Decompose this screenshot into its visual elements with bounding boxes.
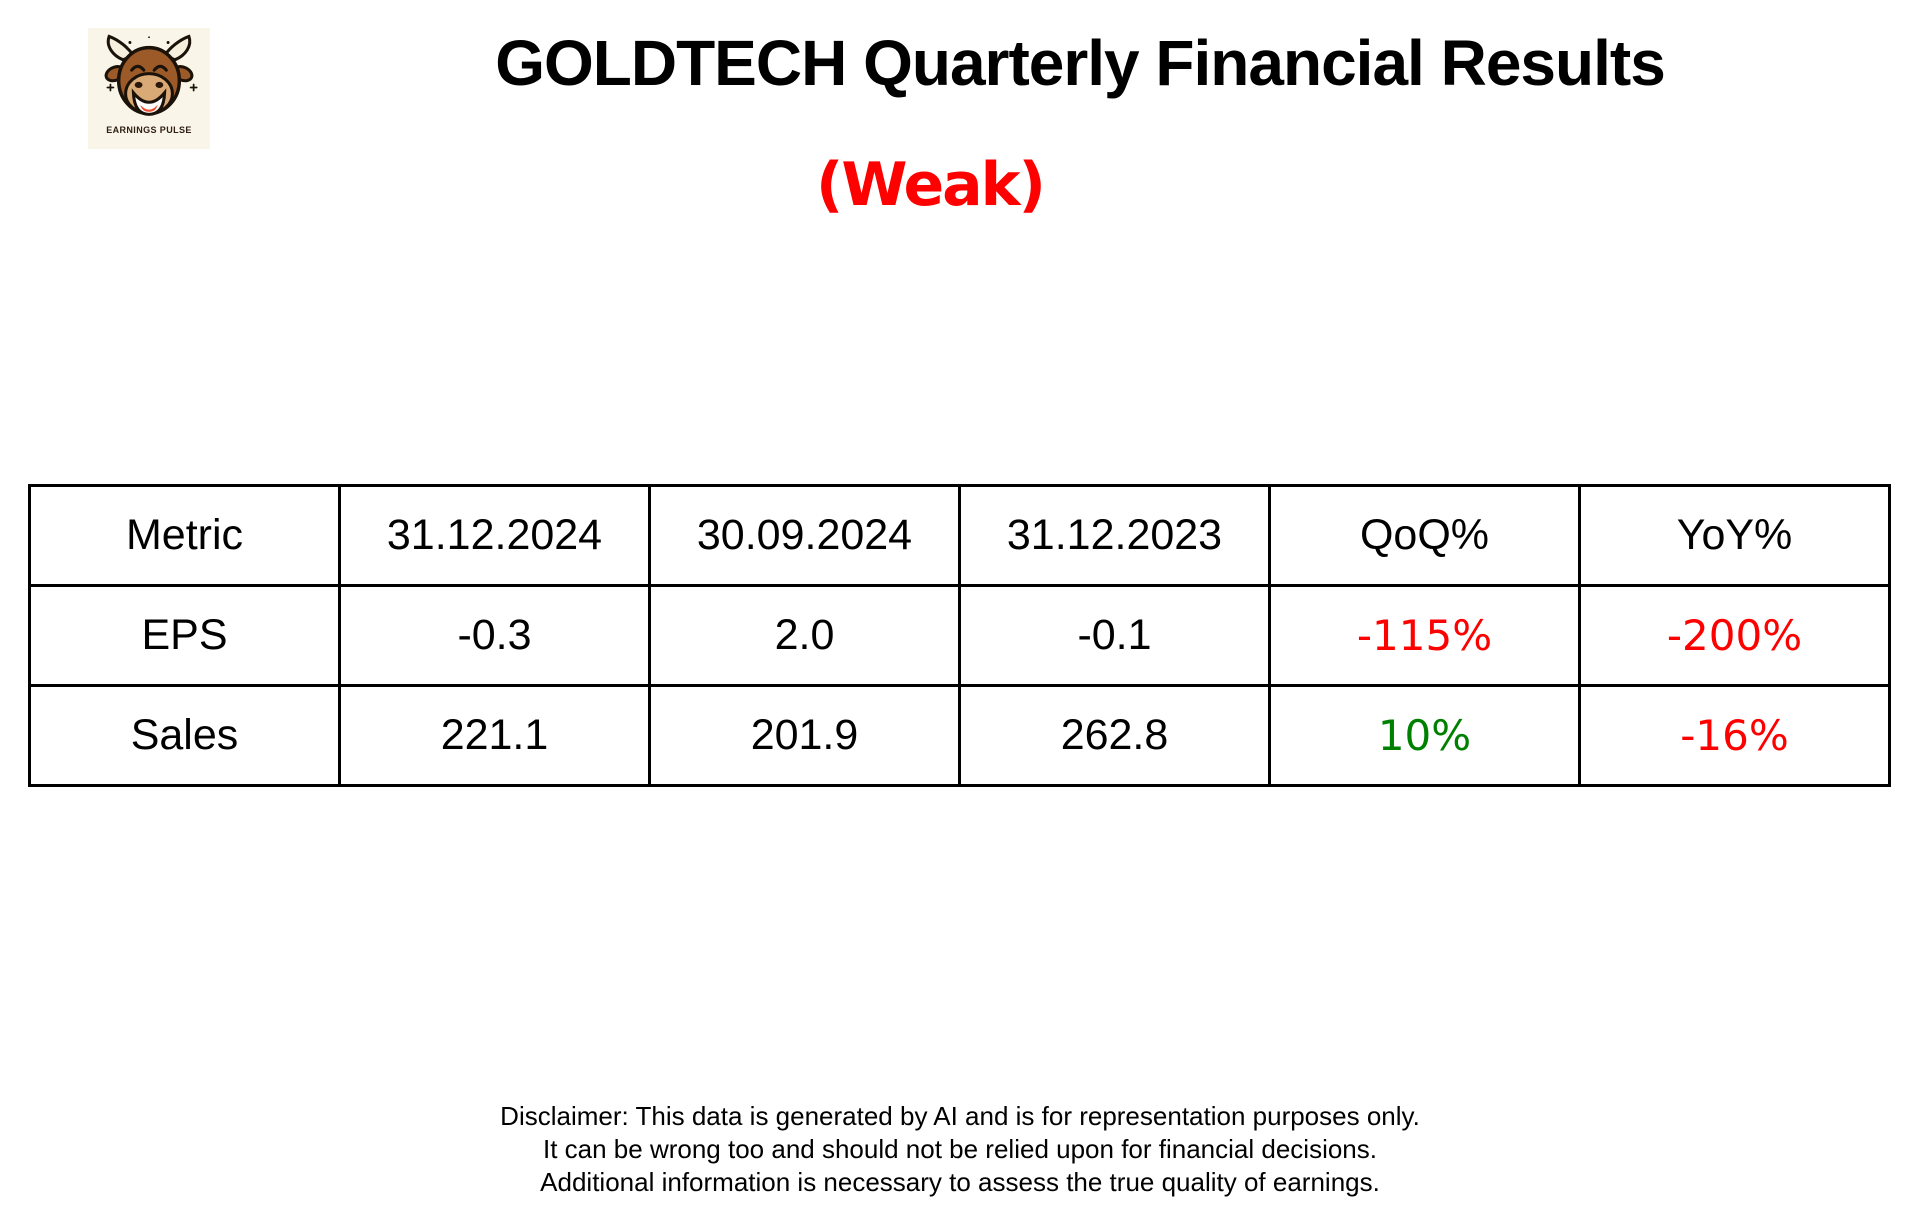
disclaimer-line-2: It can be wrong too and should not be re… xyxy=(542,1134,1377,1164)
header-cell-date-prev-year: 31.12.2023 xyxy=(958,484,1271,587)
cell-eps-prev-year: -0.1 xyxy=(958,584,1271,687)
table-header-row: Metric 31.12.2024 30.09.2024 31.12.2023 … xyxy=(28,484,1891,587)
disclaimer: Disclaimer: This data is generated by AI… xyxy=(500,1100,1420,1199)
cell-eps-metric: EPS xyxy=(28,584,341,687)
header-cell-date-prev-quarter: 30.09.2024 xyxy=(648,484,961,587)
page-title: GOLDTECH Quarterly Financial Results xyxy=(495,27,1666,99)
cell-eps-yoy: -200% xyxy=(1578,584,1891,687)
table-row-eps: EPS -0.3 2.0 -0.1 -115% -200% xyxy=(28,584,1891,687)
verdict-subtitle: (Weak) xyxy=(816,150,1046,220)
table-row-sales: Sales 221.1 201.9 262.8 10% -16% xyxy=(28,684,1891,787)
cell-eps-prev-quarter: 2.0 xyxy=(648,584,961,687)
cell-sales-qoq: 10% xyxy=(1268,684,1581,787)
cell-eps-qoq: -115% xyxy=(1268,584,1581,687)
disclaimer-line-1: Disclaimer: This data is generated by AI… xyxy=(500,1101,1420,1131)
header-cell-date-current: 31.12.2024 xyxy=(338,484,651,587)
cell-sales-current: 221.1 xyxy=(338,684,651,787)
cell-sales-metric: Sales xyxy=(28,684,341,787)
results-table: Metric 31.12.2024 30.09.2024 31.12.2023 … xyxy=(28,484,1891,787)
header-cell-yoy: YoY% xyxy=(1578,484,1891,587)
earnings-pulse-logo: EARNINGS PULSE xyxy=(88,28,210,149)
cell-eps-current: -0.3 xyxy=(338,584,651,687)
cell-sales-prev-year: 262.8 xyxy=(958,684,1271,787)
cell-sales-prev-quarter: 201.9 xyxy=(648,684,961,787)
disclaimer-line-3: Additional information is necessary to a… xyxy=(540,1167,1380,1197)
logo-label: EARNINGS PULSE xyxy=(106,125,192,135)
header-cell-qoq: QoQ% xyxy=(1268,484,1581,587)
cell-sales-yoy: -16% xyxy=(1578,684,1891,787)
bull-mascot-icon xyxy=(104,34,198,116)
header-cell-metric: Metric xyxy=(28,484,341,587)
